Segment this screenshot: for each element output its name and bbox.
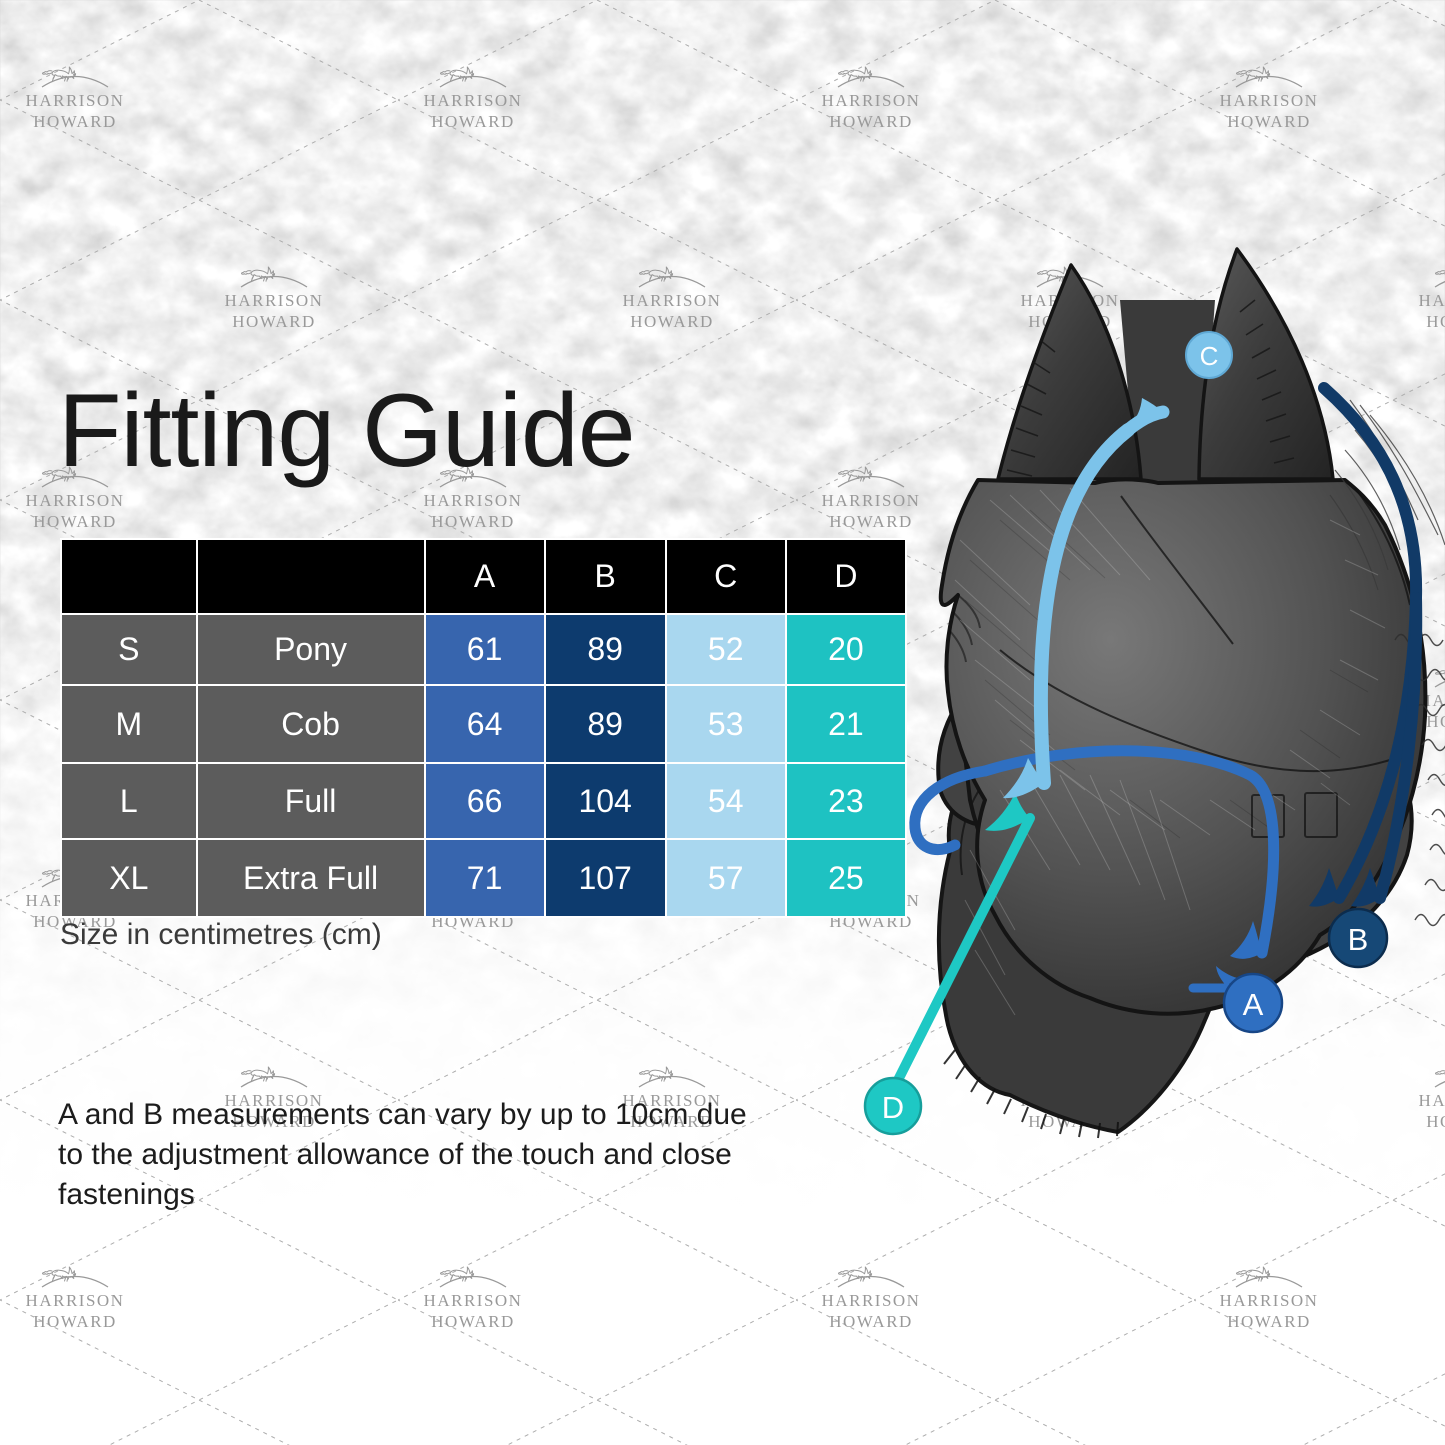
svg-text:B: B [1348,922,1369,957]
svg-text:C: C [1200,341,1219,371]
svg-text:A: A [1243,987,1264,1022]
svg-text:D: D [882,1090,904,1125]
